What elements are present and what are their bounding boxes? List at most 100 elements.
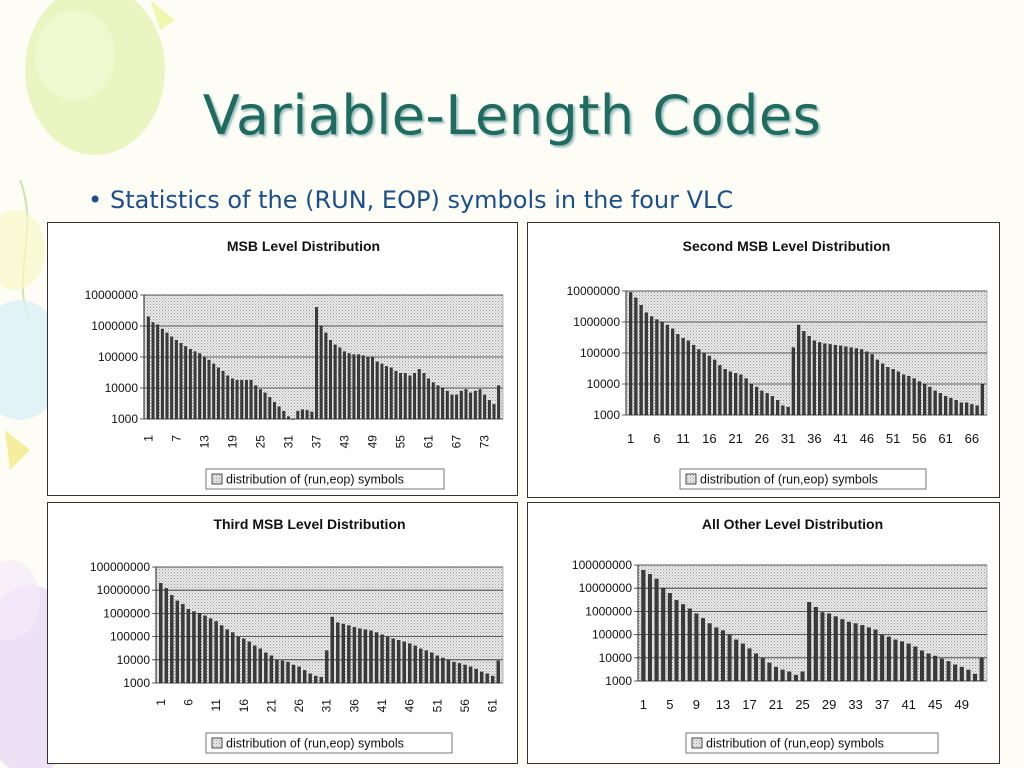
x-tick-label: 56 xyxy=(458,699,472,713)
x-tick-label: 6 xyxy=(181,699,195,706)
data-bar xyxy=(291,664,296,684)
legend-swatch xyxy=(685,473,697,485)
y-tick-label: 10000000 xyxy=(97,583,151,597)
x-tick-label: 1 xyxy=(141,435,155,442)
chart-legend: distribution of (run,eop) symbols xyxy=(205,468,445,490)
y-tick-label: 10000000 xyxy=(85,288,139,302)
data-bar xyxy=(436,385,440,420)
data-bar xyxy=(305,410,309,420)
y-tick-label: 1000 xyxy=(605,674,632,688)
data-bar xyxy=(644,312,648,416)
data-bar xyxy=(860,349,864,416)
x-tick-label: 67 xyxy=(450,435,464,449)
data-bar xyxy=(702,352,706,416)
data-bar xyxy=(865,351,869,416)
data-bar xyxy=(913,646,918,682)
data-bar xyxy=(485,673,489,684)
data-bar xyxy=(193,351,197,420)
data-bar xyxy=(854,348,858,416)
data-bar xyxy=(244,379,248,420)
data-bar xyxy=(459,390,463,420)
data-bar xyxy=(417,369,421,420)
data-bar xyxy=(347,625,351,684)
y-tick-label: 1000000 xyxy=(103,606,150,620)
data-bar xyxy=(847,621,851,682)
data-bar xyxy=(366,356,370,420)
data-bar xyxy=(258,648,263,684)
chart-title: MSB Level Distribution xyxy=(227,238,380,254)
data-bar xyxy=(912,378,916,416)
x-tick-label: 29 xyxy=(822,697,836,712)
data-bar xyxy=(263,392,267,420)
x-tick-label: 13 xyxy=(197,435,211,449)
x-tick-label: 11 xyxy=(676,431,690,446)
data-bar xyxy=(946,661,951,682)
x-tick-label: 61 xyxy=(938,431,952,446)
data-bar xyxy=(402,641,406,684)
data-bar xyxy=(455,394,459,420)
data-bar xyxy=(336,622,340,684)
data-bar xyxy=(268,397,272,420)
data-bar xyxy=(740,643,745,682)
x-tick-label: 16 xyxy=(237,699,251,713)
data-bar xyxy=(380,634,384,684)
x-tick-label: 41 xyxy=(901,697,915,712)
chart-legend: distribution of (run,eop) symbols xyxy=(685,732,939,754)
x-tick-label: 73 xyxy=(478,435,492,449)
chart-second-msb-level: Second MSB Level Distribution 10000000 100… xyxy=(567,238,988,490)
data-bar xyxy=(949,397,953,416)
data-bar xyxy=(723,369,727,416)
data-bar xyxy=(212,363,216,420)
x-tick-label: 21 xyxy=(728,431,742,446)
x-tick-label: 31 xyxy=(320,699,334,713)
data-bar xyxy=(671,328,675,416)
data-bar xyxy=(181,604,185,684)
data-bar xyxy=(707,623,712,682)
legend-swatch xyxy=(211,473,223,485)
data-bar xyxy=(259,389,262,420)
data-bar xyxy=(692,344,696,416)
data-bar xyxy=(797,324,801,416)
data-bar xyxy=(207,359,211,420)
data-bar xyxy=(253,645,257,684)
data-bar xyxy=(973,673,978,682)
data-bar xyxy=(739,374,743,416)
data-bar xyxy=(431,382,435,420)
data-bar xyxy=(174,339,178,420)
data-bar xyxy=(302,670,307,684)
y-tick-label: 10000000 xyxy=(579,581,633,595)
data-bar xyxy=(403,373,407,420)
data-bar xyxy=(902,374,906,416)
data-bar xyxy=(939,658,944,682)
data-bar xyxy=(469,392,473,420)
data-bar xyxy=(886,366,890,416)
data-bar xyxy=(424,650,428,684)
chart-title: Third MSB Level Distribution xyxy=(213,516,405,532)
data-bar xyxy=(457,663,462,684)
x-tick-label: 26 xyxy=(292,699,306,713)
data-bar xyxy=(324,332,328,420)
data-bar xyxy=(655,319,659,416)
data-bar xyxy=(385,636,390,684)
data-bar xyxy=(906,643,911,682)
data-bar xyxy=(188,348,192,420)
y-tick-label: 10000 xyxy=(599,651,633,665)
data-bar xyxy=(665,324,669,416)
data-bar xyxy=(235,379,239,420)
data-bar xyxy=(441,387,445,420)
data-bar xyxy=(170,595,174,684)
data-bar xyxy=(165,332,169,420)
data-bar xyxy=(333,344,337,420)
data-bar xyxy=(203,615,207,684)
data-bar xyxy=(697,349,701,416)
x-tick-label: 61 xyxy=(486,699,500,713)
data-bar xyxy=(954,400,958,416)
x-tick-label: 17 xyxy=(742,697,756,712)
data-bar xyxy=(749,383,753,416)
data-bar xyxy=(896,371,900,416)
data-bar xyxy=(641,569,646,682)
data-bar xyxy=(369,630,373,684)
data-bar xyxy=(313,675,318,684)
data-bar xyxy=(273,401,276,420)
data-bar xyxy=(833,344,837,416)
